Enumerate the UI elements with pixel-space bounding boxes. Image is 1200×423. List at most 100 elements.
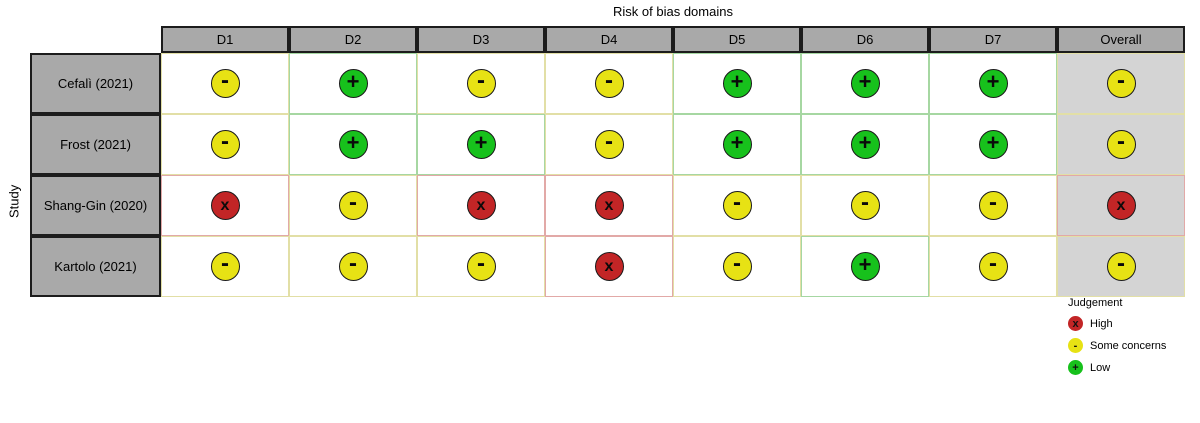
minus-icon: - (605, 67, 613, 94)
judgement-cell: x (161, 175, 289, 236)
judgement-cell: - (289, 175, 417, 236)
judgement-cell: x (417, 175, 545, 236)
legend-item-label: Some concerns (1090, 339, 1167, 352)
judgement-cell: - (1057, 236, 1185, 297)
x-icon: x (1116, 196, 1126, 214)
column-header-d2: D2 (289, 26, 417, 53)
judgement-cell: - (417, 236, 545, 297)
minus-icon: - (349, 189, 357, 216)
plus-icon: + (346, 69, 360, 94)
column-header-d4: D4 (545, 26, 673, 53)
judgement-cell: + (801, 236, 929, 297)
judgement-high-dot: x (594, 252, 624, 281)
judgement-high-dot: x (594, 191, 624, 220)
plus-icon: + (730, 130, 744, 155)
judgement-cell: + (673, 53, 801, 114)
legend-items: x High - Some concerns + Low (1068, 316, 1166, 375)
judgement-cell: - (161, 114, 289, 175)
study-label: Cefalì (2021) (30, 53, 161, 114)
judgement-high-dot: x (210, 191, 240, 220)
table-corner-spacer (30, 26, 161, 53)
judgement-cell: - (929, 175, 1057, 236)
judgement-some-dot: - (1106, 67, 1136, 98)
judgement-some-dot: - (850, 189, 880, 220)
judgement-low-dot: + (850, 69, 880, 98)
column-header-d5: D5 (673, 26, 801, 53)
judgement-some-dot: - (978, 250, 1008, 281)
x-icon: x (220, 196, 230, 214)
judgement-some-dot: - (338, 189, 368, 220)
legend-some-dot: - (1068, 338, 1083, 353)
judgement-cell: + (801, 114, 929, 175)
plus-icon: + (474, 130, 488, 155)
chart-title: Risk of bias domains (613, 4, 733, 19)
judgement-cell: + (929, 53, 1057, 114)
judgement-cell: - (1057, 53, 1185, 114)
legend-item-label: Low (1090, 361, 1111, 374)
judgement-some-dot: - (594, 130, 624, 159)
legend-low-dot: + (1068, 360, 1083, 375)
judgement-high-dot: x (1106, 191, 1136, 220)
minus-icon: - (221, 128, 229, 155)
plus-icon: + (346, 130, 360, 155)
judgement-cell: - (161, 53, 289, 114)
column-header-d3: D3 (417, 26, 545, 53)
judgement-some-dot: - (594, 67, 624, 98)
judgement-some-dot: - (338, 250, 368, 281)
minus-icon: - (861, 189, 869, 216)
judgement-cell: - (801, 175, 929, 236)
judgement-low-dot: + (978, 69, 1008, 98)
judgement-low-dot: + (850, 130, 880, 159)
x-icon: x (604, 257, 614, 275)
judgement-some-dot: - (722, 252, 752, 281)
minus-icon: - (989, 250, 997, 277)
minus-icon: - (733, 189, 741, 216)
study-label: Kartolo (2021) (30, 236, 161, 297)
legend-item-high: x High (1068, 316, 1166, 331)
judgement-cell: + (801, 53, 929, 114)
judgement-cell: - (673, 175, 801, 236)
judgement-some-dot: - (210, 69, 240, 98)
legend-item-low: + Low (1068, 360, 1166, 375)
legend-item-label: High (1090, 317, 1113, 330)
judgement-some-dot: - (1106, 252, 1136, 281)
judgement-some-dot: - (722, 189, 752, 220)
minus-icon: - (1117, 128, 1125, 155)
judgement-cell: x (545, 236, 673, 297)
legend-title: Judgement (1068, 297, 1123, 309)
judgement-cell: + (289, 53, 417, 114)
minus-icon: - (989, 189, 997, 216)
judgement-cell: - (673, 236, 801, 297)
legend-high-dot: x (1068, 316, 1083, 331)
judgement-cell: - (929, 236, 1057, 297)
judgement-cell: - (545, 114, 673, 175)
judgement-low-dot: + (978, 130, 1008, 159)
judgement-cell: + (417, 114, 545, 175)
judgement-some-dot: - (978, 189, 1008, 220)
judgement-cell: + (673, 114, 801, 175)
study-label: Frost (2021) (30, 114, 161, 175)
judgement-low-dot: + (722, 69, 752, 98)
judgement-some-dot: - (210, 252, 240, 281)
plus-icon: + (858, 69, 872, 94)
judgement-cell: x (545, 175, 673, 236)
legend-item-some: - Some concerns (1068, 338, 1166, 353)
judgement-low-dot: + (338, 130, 368, 159)
x-icon: x (604, 196, 614, 214)
study-label: Shang-Gin (2020) (30, 175, 161, 236)
judgement-cell: + (929, 114, 1057, 175)
judgement-low-dot: + (338, 69, 368, 98)
judgement-some-dot: - (210, 128, 240, 159)
minus-icon: - (1117, 67, 1125, 94)
column-header-d6: D6 (801, 26, 929, 53)
x-icon: x (476, 196, 486, 214)
judgement-cell: - (545, 53, 673, 114)
judgement-cell: - (1057, 114, 1185, 175)
minus-icon: - (477, 250, 485, 277)
plus-icon: + (858, 130, 872, 155)
judgement-low-dot: + (850, 252, 880, 281)
plus-icon: + (858, 252, 872, 277)
minus-icon: - (349, 250, 357, 277)
column-header-d7: D7 (929, 26, 1057, 53)
plus-icon: + (986, 130, 1000, 155)
